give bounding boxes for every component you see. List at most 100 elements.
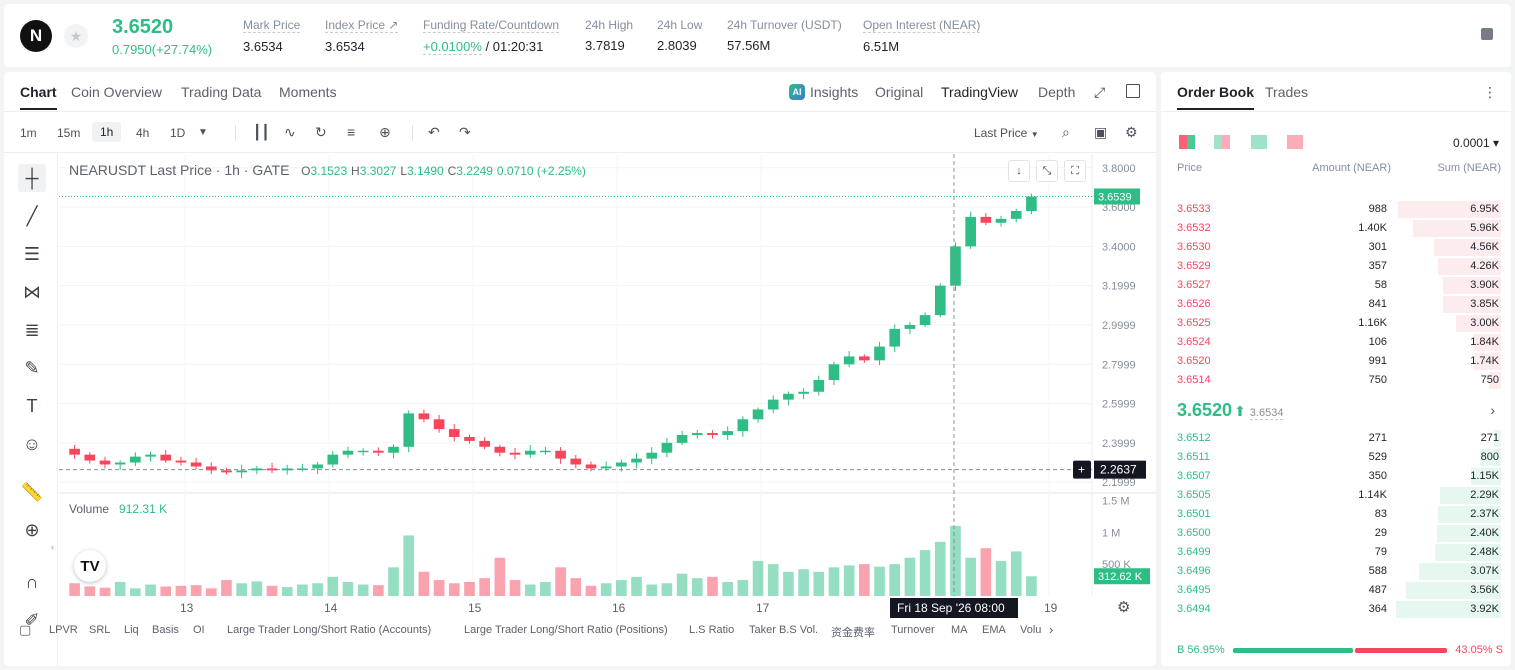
zoom-in-icon[interactable]: ⊕ [24, 519, 40, 540]
chart-settings-icon[interactable]: ⚙ [1117, 599, 1131, 616]
horizontal-lines-icon[interactable]: ☰ [23, 243, 41, 264]
bid-row[interactable]: 3.6501 83 2.37K [1161, 505, 1511, 524]
indicator-ls-ratio[interactable]: L.S Ratio [689, 624, 735, 636]
pen-lock-icon[interactable]: ✐ [24, 609, 40, 630]
ask-row[interactable]: 3.6514 750 750 [1161, 371, 1511, 390]
ask-row[interactable]: 3.6520 991 1.74K [1161, 352, 1511, 371]
indicator-srl[interactable]: SRL [89, 624, 111, 636]
ask-row[interactable]: 3.6530 301 4.56K [1161, 238, 1511, 257]
window-icon[interactable] [1126, 84, 1140, 98]
ruler-icon[interactable]: 📏 [20, 481, 44, 502]
indicator-taker-vol[interactable]: Taker B.S Vol. [749, 624, 819, 636]
pattern-icon[interactable]: ⋈ [23, 281, 41, 302]
templates-icon[interactable]: ≡ [347, 124, 356, 140]
ask-row[interactable]: 3.6524 106 1.84K [1161, 333, 1511, 352]
view-insights[interactable]: Insights [810, 84, 859, 100]
timeframe-4h[interactable]: 4h [136, 126, 150, 140]
bid-row[interactable]: 3.6495 487 3.56K [1161, 581, 1511, 600]
tab-moments[interactable]: Moments [279, 84, 337, 100]
tab-chart[interactable]: Chart [20, 84, 57, 110]
fullscreen-icon[interactable]: ⛶ [1064, 160, 1086, 182]
ask-row[interactable]: 3.6526 841 3.85K [1161, 295, 1511, 314]
book-icon[interactable] [1481, 28, 1493, 40]
indicator-basis[interactable]: Basis [152, 624, 179, 636]
brush-icon[interactable]: ✎ [24, 357, 40, 378]
bid-row[interactable]: 3.6507 350 1.15K [1161, 467, 1511, 486]
stat-label[interactable]: Open Interest (NEAR) [863, 18, 981, 33]
precision-select[interactable]: 0.0001 ▾ [1452, 136, 1499, 150]
bid-row[interactable]: 3.6496 588 3.07K [1161, 562, 1511, 581]
volume-bar [965, 557, 976, 596]
funding-rate-value[interactable]: +0.0100% [423, 39, 482, 55]
stat-label[interactable]: Funding Rate/Countdown [423, 18, 560, 33]
tab-trading-data[interactable]: Trading Data [181, 84, 262, 100]
view-depth[interactable]: Depth [1038, 84, 1076, 100]
ask-row[interactable]: 3.6527 58 3.90K [1161, 276, 1511, 295]
indicator-turnover[interactable]: Turnover [891, 624, 935, 636]
more-options-icon[interactable]: ⋮ [1483, 84, 1497, 100]
tab-trades[interactable]: Trades [1265, 84, 1309, 100]
magnet-icon[interactable]: ∩ [25, 571, 39, 592]
layout-split-icon[interactable] [1214, 135, 1230, 149]
indicator-large-trader-positions[interactable]: Large Trader Long/Short Ratio (Positions… [464, 624, 668, 636]
trend-line-icon[interactable]: ╱ [26, 205, 38, 226]
timeframe-15m[interactable]: 15m [57, 126, 81, 140]
volume-legend: Volume 912.31 K [69, 502, 167, 516]
indicator-oi[interactable]: OI [193, 624, 205, 636]
indicator-ma[interactable]: MA [951, 624, 968, 636]
indicators-icon[interactable]: ∿ [284, 124, 296, 140]
search-icon[interactable]: ⌕ [1062, 124, 1070, 140]
chevron-down-icon[interactable]: ▼ [198, 127, 208, 138]
favorite-star-icon[interactable]: ★ [64, 24, 88, 48]
scroll-down-icon[interactable]: ↓ [1008, 160, 1030, 182]
stat-label[interactable]: Index Price ↗ [325, 18, 399, 33]
tab-order-book[interactable]: Order Book [1177, 84, 1255, 110]
view-original[interactable]: Original [875, 84, 924, 100]
indicator-liq[interactable]: Liq [124, 624, 139, 636]
layout-asks-icon[interactable] [1287, 135, 1303, 149]
camera-icon[interactable]: ▣ [1094, 124, 1108, 140]
view-tradingview[interactable]: TradingView [941, 84, 1019, 100]
undo-icon[interactable]: ↶ [428, 124, 440, 140]
indicator-volume[interactable]: Volu [1020, 624, 1042, 636]
price-chart[interactable]: 3.8000 3.6000 3.4000 3.1999 2.9999 2.7999 2.59… [59, 154, 1156, 622]
indicator-funding-rate[interactable]: 资金费率 [831, 627, 875, 639]
timeframe-1m[interactable]: 1m [20, 126, 37, 140]
emoji-icon[interactable]: ☺ [22, 433, 42, 454]
tab-coin-overview[interactable]: Coin Overview [71, 84, 163, 100]
bid-row[interactable]: 3.6512 271 271 [1161, 429, 1511, 448]
indicator-ema[interactable]: EMA [982, 624, 1006, 636]
text-icon[interactable]: T [26, 395, 38, 416]
gear-icon[interactable]: ⚙ [1125, 124, 1138, 140]
bid-row[interactable]: 3.6500 29 2.40K [1161, 524, 1511, 543]
candlestick-type-icon[interactable]: ┃┃ [253, 124, 270, 140]
bid-row[interactable]: 3.6505 1.14K 2.29K [1161, 486, 1511, 505]
timeframe-1d[interactable]: 1D [170, 126, 186, 140]
expand-icon[interactable]: ⤢ [1094, 84, 1106, 100]
chevron-right-icon[interactable]: › [1049, 622, 1054, 637]
add-alert-icon[interactable]: ⊕ [379, 124, 391, 140]
chevron-right-icon[interactable]: › [1490, 402, 1495, 418]
indicator-large-trader-accounts[interactable]: Large Trader Long/Short Ratio (Accounts) [227, 624, 432, 636]
stat-label[interactable]: Mark Price [243, 18, 301, 33]
fib-icon[interactable]: ≣ [24, 319, 40, 340]
ask-row[interactable]: 3.6525 1.16K 3.00K [1161, 314, 1511, 333]
indicators-list-icon[interactable]: ▢ [19, 622, 32, 637]
layout-bids-icon[interactable] [1251, 135, 1267, 149]
mid-price-row[interactable]: 3.6520 ⬆ 3.6534 [1177, 400, 1284, 421]
bid-row[interactable]: 3.6511 529 800 [1161, 448, 1511, 467]
collapse-icon[interactable]: ⤡ [1036, 160, 1058, 182]
redo-icon[interactable]: ↷ [459, 124, 471, 140]
ask-row[interactable]: 3.6529 357 4.26K [1161, 257, 1511, 276]
ask-row[interactable]: 3.6532 1.40K 5.96K [1161, 219, 1511, 238]
layout-both-icon[interactable] [1179, 135, 1195, 149]
ask-row[interactable]: 3.6533 988 6.95K [1161, 200, 1511, 219]
replay-icon[interactable]: ↻ [315, 124, 327, 140]
timeframe-1h[interactable]: 1h [92, 122, 122, 142]
price-type-select[interactable]: Last Price ▼ [974, 126, 1039, 140]
collapse-toolbar-icon[interactable]: ‹ [51, 542, 54, 552]
bid-row[interactable]: 3.6499 79 2.48K [1161, 543, 1511, 562]
indicator-lpvr[interactable]: LPVR [49, 624, 78, 636]
crosshair-icon[interactable]: ┼ [18, 164, 46, 192]
bid-row[interactable]: 3.6494 364 3.92K [1161, 600, 1511, 619]
